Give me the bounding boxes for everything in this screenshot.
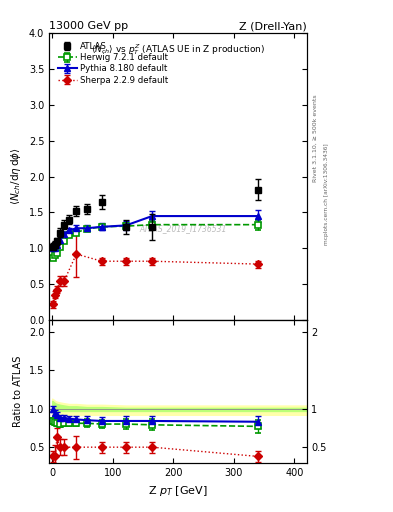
Text: Rivet 3.1.10, ≥ 500k events: Rivet 3.1.10, ≥ 500k events bbox=[312, 94, 318, 182]
Text: ATLAS_2019_I1736531: ATLAS_2019_I1736531 bbox=[139, 224, 227, 233]
X-axis label: Z $p_T$ [GeV]: Z $p_T$ [GeV] bbox=[148, 484, 208, 498]
Y-axis label: Ratio to ATLAS: Ratio to ATLAS bbox=[13, 356, 23, 428]
Legend: ATLAS, Herwig 7.2.1 default, Pythia 8.180 default, Sherpa 2.2.9 default: ATLAS, Herwig 7.2.1 default, Pythia 8.18… bbox=[56, 40, 170, 87]
Text: Z (Drell-Yan): Z (Drell-Yan) bbox=[239, 21, 307, 31]
Text: mcplots.cern.ch [arXiv:1306.3436]: mcplots.cern.ch [arXiv:1306.3436] bbox=[324, 144, 329, 245]
Text: 13000 GeV pp: 13000 GeV pp bbox=[49, 21, 128, 31]
Text: $\langle N_{ch}\rangle$ vs $p_T^Z$ (ATLAS UE in Z production): $\langle N_{ch}\rangle$ vs $p_T^Z$ (ATLA… bbox=[91, 42, 265, 57]
Y-axis label: $\langle N_{ch}/\mathrm{d}\eta\,\mathrm{d}\phi\rangle$: $\langle N_{ch}/\mathrm{d}\eta\,\mathrm{… bbox=[9, 148, 23, 205]
